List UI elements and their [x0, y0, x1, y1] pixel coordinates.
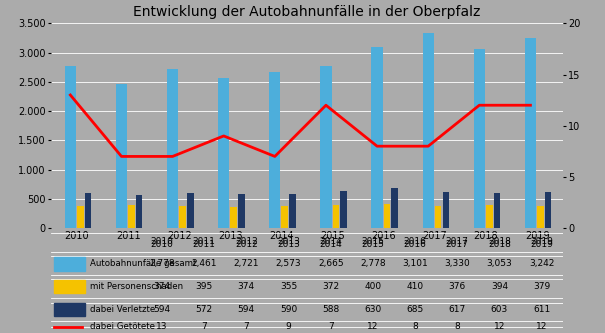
Text: 2014: 2014: [319, 240, 342, 249]
Text: 355: 355: [280, 282, 297, 291]
Text: 2012: 2012: [235, 237, 258, 246]
Text: 2016: 2016: [404, 237, 427, 246]
Text: 2015: 2015: [361, 237, 384, 246]
Text: 400: 400: [364, 282, 381, 291]
Bar: [85, 193, 91, 228]
Bar: [391, 188, 398, 228]
Text: 630: 630: [364, 305, 382, 314]
Text: 2018: 2018: [488, 240, 511, 249]
Text: 2017: 2017: [446, 237, 469, 246]
Text: 2010: 2010: [151, 240, 174, 249]
Text: 3,053: 3,053: [486, 259, 512, 268]
Text: 3,242: 3,242: [529, 259, 554, 268]
Text: 2011: 2011: [193, 240, 215, 249]
Text: 572: 572: [195, 305, 213, 314]
Text: 12: 12: [367, 322, 379, 331]
Text: 611: 611: [533, 305, 550, 314]
Text: 2014: 2014: [319, 237, 342, 246]
Bar: [422, 33, 434, 228]
Bar: [218, 78, 229, 228]
Text: 7: 7: [243, 322, 249, 331]
Bar: [435, 206, 442, 228]
Text: 2,778: 2,778: [149, 259, 175, 268]
Bar: [537, 206, 544, 228]
Text: 2019: 2019: [530, 240, 553, 249]
Bar: [128, 205, 135, 228]
Bar: [54, 257, 85, 270]
Text: 2,665: 2,665: [318, 259, 344, 268]
Bar: [525, 38, 536, 228]
Text: 410: 410: [407, 282, 423, 291]
Text: 8: 8: [454, 322, 460, 331]
Text: 7: 7: [328, 322, 333, 331]
Text: 8: 8: [412, 322, 418, 331]
Text: 394: 394: [491, 282, 508, 291]
Text: 374: 374: [238, 282, 255, 291]
Bar: [77, 206, 83, 228]
Text: mit Personenschaden: mit Personenschaden: [90, 282, 183, 291]
Text: 2012: 2012: [235, 240, 258, 249]
Bar: [116, 84, 127, 228]
Bar: [54, 303, 85, 316]
Text: 376: 376: [448, 282, 466, 291]
Text: 2011: 2011: [193, 237, 215, 246]
Bar: [371, 47, 383, 228]
Bar: [179, 206, 186, 228]
Text: 379: 379: [533, 282, 550, 291]
Text: 594: 594: [154, 305, 171, 314]
Text: 13: 13: [156, 322, 168, 331]
Text: 2010: 2010: [151, 237, 174, 246]
Text: 2013: 2013: [277, 237, 300, 246]
Bar: [544, 192, 551, 228]
Text: 12: 12: [536, 322, 548, 331]
Bar: [238, 193, 244, 228]
Bar: [65, 66, 76, 228]
Text: 372: 372: [322, 282, 339, 291]
Text: 2,778: 2,778: [360, 259, 385, 268]
Bar: [289, 194, 296, 228]
Bar: [320, 66, 332, 228]
Text: dabei Verletzte: dabei Verletzte: [90, 305, 155, 314]
Text: 588: 588: [322, 305, 339, 314]
Bar: [442, 192, 449, 228]
Text: dabei Getötete: dabei Getötete: [90, 322, 155, 331]
Text: 2,721: 2,721: [234, 259, 259, 268]
Bar: [333, 205, 339, 228]
Text: 594: 594: [238, 305, 255, 314]
Text: 12: 12: [494, 322, 505, 331]
Bar: [136, 194, 142, 228]
Bar: [494, 193, 500, 228]
Text: 2019: 2019: [530, 237, 553, 246]
Bar: [167, 69, 178, 228]
Text: 374: 374: [154, 282, 171, 291]
Text: 2016: 2016: [404, 240, 427, 249]
Text: 395: 395: [195, 282, 213, 291]
Text: 3,101: 3,101: [402, 259, 428, 268]
Text: 2,461: 2,461: [191, 259, 217, 268]
Text: 617: 617: [448, 305, 466, 314]
Bar: [54, 280, 85, 293]
Text: 590: 590: [280, 305, 297, 314]
Bar: [340, 191, 347, 228]
Bar: [474, 50, 485, 228]
Text: 2017: 2017: [446, 240, 469, 249]
Text: Autobahnunfälle gesamt: Autobahnunfälle gesamt: [90, 259, 196, 268]
Title: Entwicklung der Autobahnunfälle in der Oberpfalz: Entwicklung der Autobahnunfälle in der O…: [133, 5, 481, 19]
Bar: [231, 207, 237, 228]
Text: 2013: 2013: [277, 240, 300, 249]
Text: 7: 7: [201, 322, 207, 331]
Text: 3,330: 3,330: [444, 259, 470, 268]
Bar: [187, 193, 194, 228]
Text: 685: 685: [407, 305, 423, 314]
Text: 2018: 2018: [488, 237, 511, 246]
Text: 603: 603: [491, 305, 508, 314]
Bar: [486, 205, 492, 228]
Bar: [269, 72, 281, 228]
Bar: [384, 204, 390, 228]
Text: 9: 9: [286, 322, 292, 331]
Text: 2,573: 2,573: [276, 259, 301, 268]
Text: 2015: 2015: [361, 240, 384, 249]
Bar: [281, 206, 288, 228]
